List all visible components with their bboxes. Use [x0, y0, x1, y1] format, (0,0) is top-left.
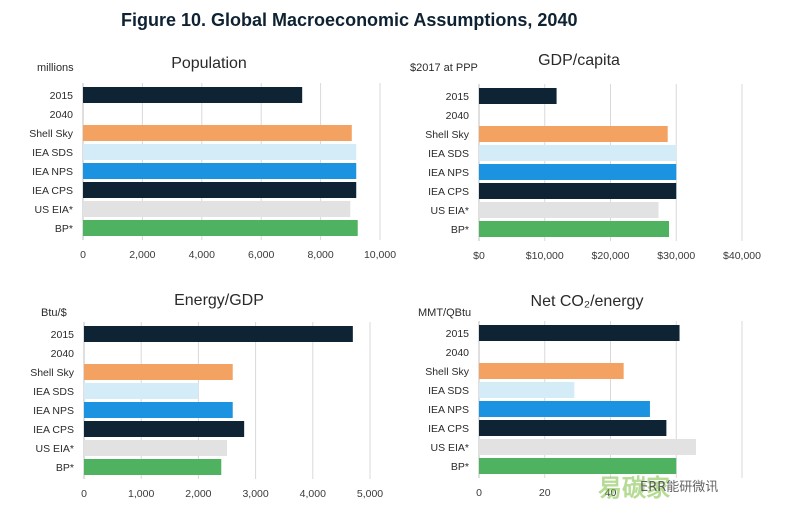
panel2-bar: [479, 183, 677, 199]
panel1-category-label: IEA SDS: [32, 147, 73, 159]
panel4-category-label: Shell Sky: [425, 366, 470, 378]
panel1-category-label: IEA CPS: [32, 185, 73, 197]
panel3-bar: [84, 421, 245, 437]
panel1-bar: [83, 182, 357, 198]
panel3-tick-label: 2,000: [185, 488, 211, 500]
panel1-category-label: US EIA*: [34, 204, 73, 216]
panel4-category-label: 2015: [446, 328, 470, 340]
panel3-bar: [84, 364, 233, 380]
watermark-text: ERR能研微讯: [640, 480, 719, 495]
panel4-category-label: IEA NPS: [428, 404, 469, 416]
panel2-category-label: 2015: [446, 91, 470, 103]
panel2-category-label: IEA NPS: [428, 167, 469, 179]
watermark-logo: 易碳家: [598, 474, 670, 502]
panel1-category-label: BP*: [55, 223, 73, 235]
panel4-category-label: IEA SDS: [428, 385, 469, 397]
panel4-bar: [479, 325, 680, 341]
panel3-bar: [84, 402, 233, 418]
panel1-bar: [83, 201, 351, 217]
panel2-bar: [479, 164, 677, 180]
panel1-tick-label: 8,000: [307, 249, 333, 261]
panel1-category-label: 2015: [50, 90, 74, 102]
panel2-bar: [479, 145, 677, 161]
panel3-category-label: BP*: [56, 462, 74, 474]
panel3-bar: [84, 383, 199, 399]
panel4-bar: [479, 382, 575, 398]
panel3-category-label: IEA SDS: [33, 386, 74, 398]
panel3-tick-label: 4,000: [300, 488, 326, 500]
panel2-category-label: IEA SDS: [428, 148, 469, 160]
panel3-tick-label: 1,000: [128, 488, 154, 500]
panel1-category-label: IEA NPS: [32, 166, 73, 178]
panel3-bar: [84, 440, 227, 456]
panel3-category-label: Shell Sky: [30, 367, 75, 379]
panel4-bar: [479, 401, 650, 417]
panel3-tick-label: 3,000: [242, 488, 268, 500]
panel4-category-label: 2040: [446, 347, 470, 359]
panel2-category-label: 2040: [446, 110, 470, 122]
panel2-tick-label: $10,000: [526, 250, 564, 262]
panel2-tick-label: $30,000: [657, 250, 695, 262]
panel3-category-label: IEA NPS: [33, 405, 74, 417]
panel4-category-label: IEA CPS: [428, 423, 469, 435]
panel4-tick-label: 0: [476, 487, 482, 499]
panel4-tick-label: 40: [605, 487, 617, 499]
panel4-bar: [479, 420, 667, 436]
panel2-bar: [479, 126, 668, 142]
panel3-title: Energy/GDP: [174, 292, 264, 309]
panel1-bar: [83, 220, 358, 236]
panel2-tick-label: $40,000: [723, 250, 761, 262]
panel1-tick-label: 0: [80, 249, 86, 261]
panel1-title: Population: [171, 55, 247, 72]
panel4-category-label: BP*: [451, 461, 469, 473]
panel3-category-label: IEA CPS: [33, 424, 74, 436]
panel2-category-label: IEA CPS: [428, 186, 469, 198]
panel2-tick-label: $0: [473, 250, 485, 262]
panel1-bar: [83, 125, 352, 141]
panel4-bar: [479, 458, 677, 474]
panel1-tick-label: 4,000: [189, 249, 215, 261]
panel3-bar: [84, 459, 222, 475]
panel1-bar: [83, 87, 303, 103]
panel3-category-label: US EIA*: [35, 443, 74, 455]
panel3-bar: [84, 326, 353, 342]
panel2-category-label: BP*: [451, 224, 469, 236]
panel3-tick-label: 5,000: [357, 488, 383, 500]
panel2-bar: [479, 202, 659, 218]
panel3-unit-label: Btu/$: [41, 307, 67, 319]
panel3-category-label: 2040: [51, 348, 75, 360]
panel4-title: Net CO₂/energy: [531, 293, 644, 310]
panel2-bar: [479, 88, 557, 104]
panel4-category-label: US EIA*: [430, 442, 469, 454]
panel2-bar: [479, 221, 670, 237]
panel1-unit-label: millions: [37, 62, 74, 74]
panel1-category-label: Shell Sky: [29, 128, 74, 140]
panel1-bar: [83, 144, 357, 160]
panel2-unit-label: $2017 at PPP: [410, 62, 478, 74]
panel2-category-label: Shell Sky: [425, 129, 470, 141]
panel2-tick-label: $20,000: [592, 250, 630, 262]
panel3-category-label: 2015: [51, 329, 75, 341]
panel1-tick-label: 6,000: [248, 249, 274, 261]
panel4-tick-label: 20: [539, 487, 551, 499]
panel4-bar: [479, 439, 696, 455]
panel4-unit-label: MMT/QBtu: [418, 307, 471, 319]
panel3-tick-label: 0: [81, 488, 87, 500]
panel1-tick-label: 2,000: [129, 249, 155, 261]
panel1-tick-label: 10,000: [364, 249, 396, 261]
panel2-title: GDP/capita: [538, 52, 620, 69]
panel2-category-label: US EIA*: [430, 205, 469, 217]
figure-title: Figure 10. Global Macroeconomic Assumpti…: [121, 10, 578, 30]
panel4-bar: [479, 363, 624, 379]
panel1-category-label: 2040: [50, 109, 74, 121]
panel1-bar: [83, 163, 357, 179]
